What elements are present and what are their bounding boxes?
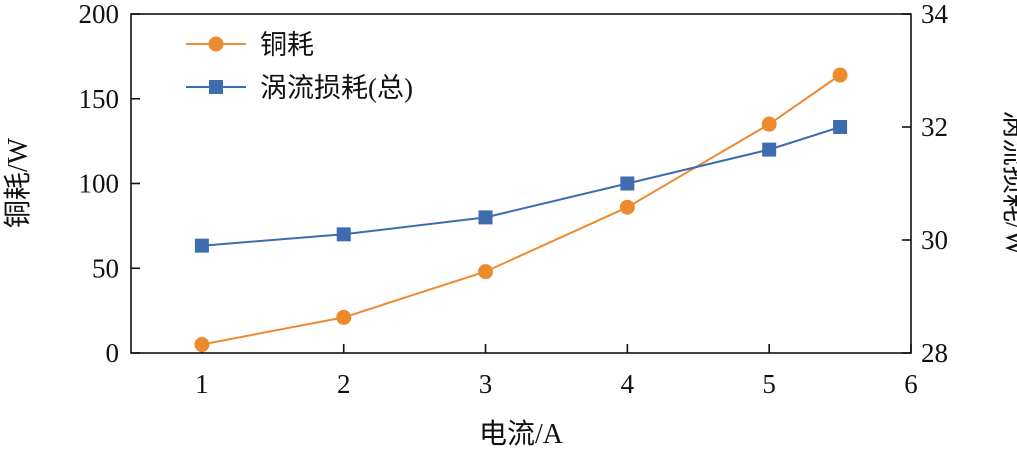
data-point-square xyxy=(620,176,635,191)
plot-frame xyxy=(130,13,912,354)
legend-marker-copper-loss xyxy=(208,36,224,52)
legend-label-eddy-loss: 涡流损耗(总) xyxy=(260,73,413,103)
data-point-circle xyxy=(336,309,352,325)
x-tick-label: 3 xyxy=(479,369,493,399)
x-tick-label: 4 xyxy=(621,369,635,399)
plot-border xyxy=(130,13,912,354)
right-y-tick-label: 28 xyxy=(921,338,948,368)
left-y-tick-label: 100 xyxy=(79,169,120,199)
x-tick-label: 2 xyxy=(337,369,351,399)
x-tick-label: 1 xyxy=(195,369,209,399)
series-layer xyxy=(194,67,848,353)
left-y-axis: 0 50 100 150 200 xyxy=(79,0,140,368)
data-point-circle xyxy=(619,199,635,215)
data-point-square xyxy=(762,142,777,157)
data-point-circle xyxy=(832,67,848,83)
x-tick-label: 6 xyxy=(904,369,918,399)
legend-label-copper-loss: 铜耗 xyxy=(260,30,314,60)
legend-marker-eddy-loss xyxy=(209,80,223,94)
right-y-tick-label: 32 xyxy=(921,112,948,142)
data-point-square xyxy=(336,227,351,242)
x-axis-title: 电流/A xyxy=(479,418,564,449)
left-y-tick-label: 50 xyxy=(92,253,119,283)
left-y-tick-label: 0 xyxy=(106,338,120,368)
data-point-circle xyxy=(478,264,494,280)
data-point-square xyxy=(833,120,848,134)
right-y-tick-label: 30 xyxy=(921,225,948,255)
right-y-axis: 28 30 32 34 xyxy=(902,0,949,368)
data-point-square xyxy=(478,210,493,225)
series-1 xyxy=(194,120,848,253)
left-y-tick-label: 200 xyxy=(79,0,120,29)
series-0 xyxy=(194,67,848,353)
right-y-axis-title: 涡流损耗/W xyxy=(999,110,1017,257)
left-y-axis-title: 铜耗/W xyxy=(2,137,34,228)
left-y-tick-label: 150 xyxy=(79,84,120,114)
legend: 铜耗 涡流损耗(总) xyxy=(186,30,413,103)
data-point-square xyxy=(194,238,209,253)
data-point-circle xyxy=(761,116,777,132)
right-y-tick-label: 34 xyxy=(921,0,949,29)
data-point-circle xyxy=(194,337,210,353)
x-tick-label: 5 xyxy=(762,369,776,399)
series-line-1 xyxy=(201,126,841,247)
series-line-0 xyxy=(201,74,841,346)
